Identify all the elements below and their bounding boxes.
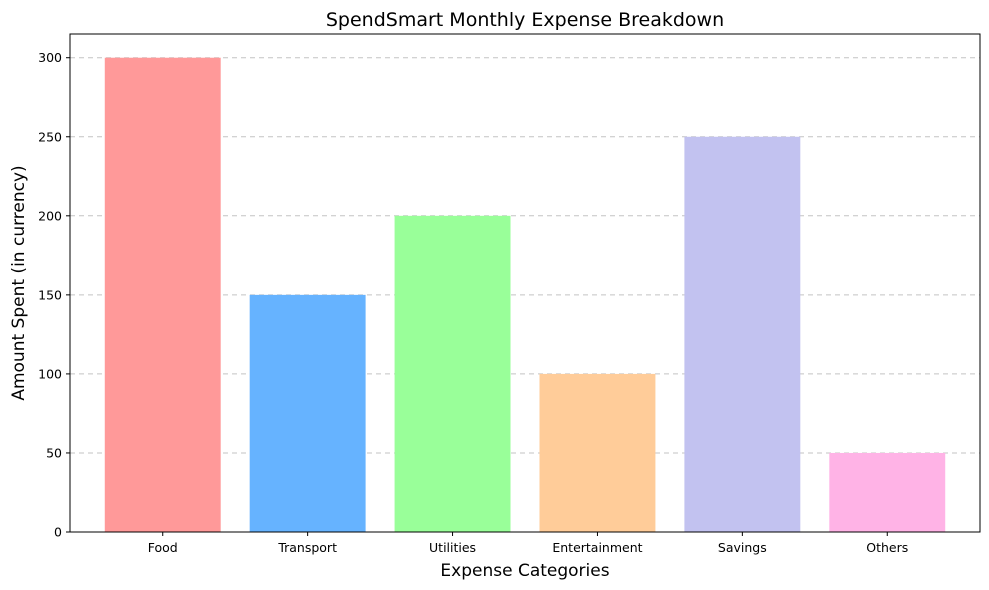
y-tick-label: 0 — [54, 525, 62, 540]
plot-frame — [69, 33, 981, 533]
y-tick-label: 200 — [38, 208, 62, 223]
bar-others — [829, 452, 946, 532]
x-tick-label-food: Food — [148, 540, 178, 555]
bar-utilities — [394, 215, 511, 533]
bar-food — [104, 57, 221, 532]
bars — [104, 57, 946, 533]
x-axis-ticks: Food Transport Utilities Entertainment Savin… — [148, 532, 908, 555]
chart-title: SpendSmart Monthly Expense Breakdown — [326, 9, 724, 31]
x-axis-label: Expense Categories — [440, 561, 609, 581]
y-tick-label: 300 — [38, 50, 62, 65]
y-axis-ticks: 0 50 100 150 200 250 300 — [38, 50, 70, 540]
x-tick-label-others: Others — [866, 540, 908, 555]
x-tick-label-entertainment: Entertainment — [552, 540, 642, 555]
y-tick-label: 150 — [38, 287, 62, 302]
bar-entertainment — [539, 373, 656, 532]
bar-transport — [249, 294, 366, 532]
y-tick-label: 250 — [38, 129, 62, 144]
y-tick-label: 50 — [46, 445, 62, 460]
x-tick-label-utilities: Utilities — [429, 540, 476, 555]
y-tick-label: 100 — [38, 366, 62, 381]
x-tick-label-transport: Transport — [277, 540, 337, 555]
bar-savings — [684, 136, 801, 532]
y-axis-label: Amount Spent (in currency) — [9, 165, 29, 400]
x-tick-label-savings: Savings — [718, 540, 767, 555]
grid-lines — [70, 57, 980, 454]
